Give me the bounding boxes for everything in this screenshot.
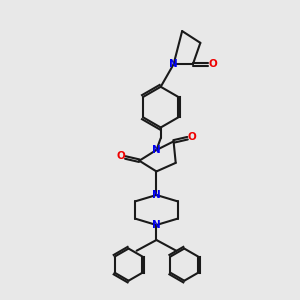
Text: N: N (169, 59, 178, 69)
Text: N: N (152, 145, 161, 155)
Text: N: N (152, 190, 161, 200)
Text: O: O (188, 132, 196, 142)
Text: O: O (117, 152, 125, 161)
Text: O: O (209, 59, 218, 69)
Text: N: N (152, 220, 161, 230)
